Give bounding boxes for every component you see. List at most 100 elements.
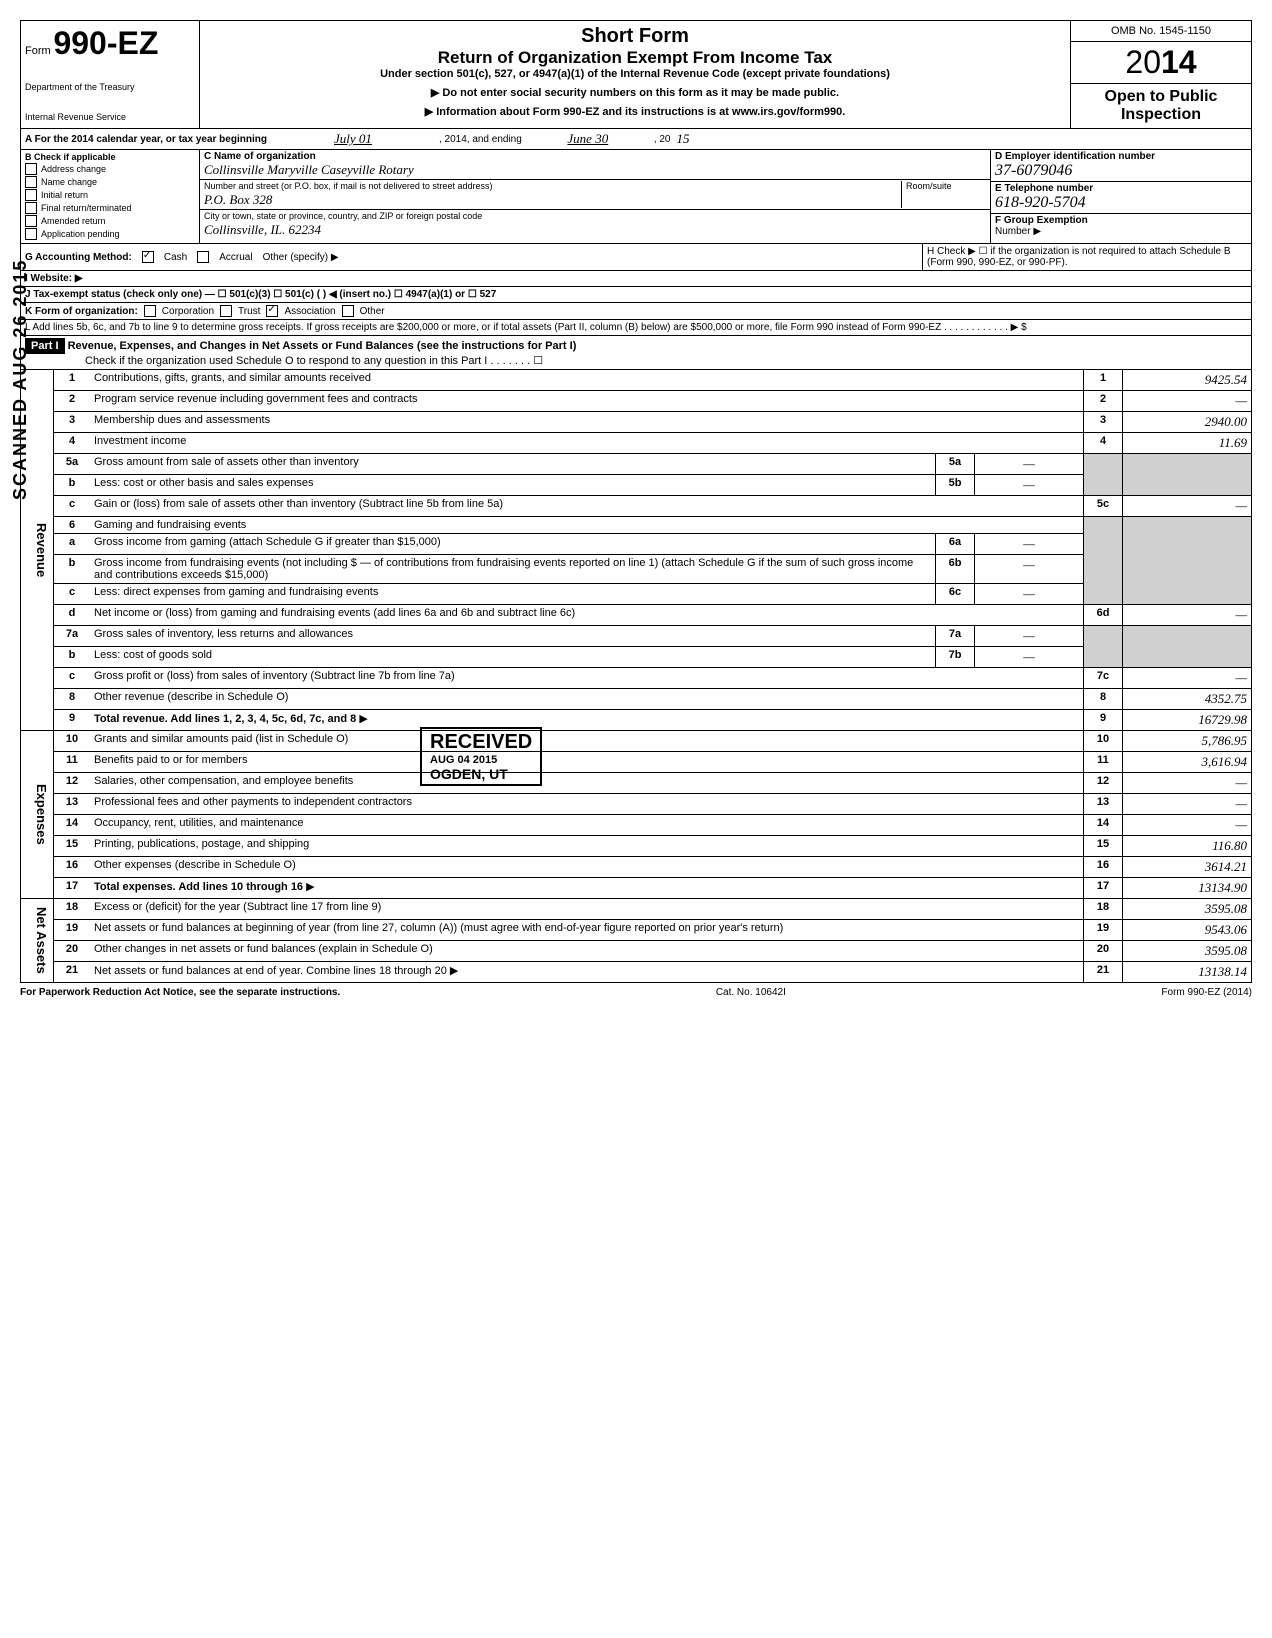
check-accrual[interactable] — [197, 251, 209, 263]
line-6d-val[interactable]: — — [1123, 605, 1252, 626]
line-16-val[interactable]: 3614.21 — [1123, 857, 1252, 878]
line-15-val[interactable]: 116.80 — [1123, 836, 1252, 857]
line-6c-val[interactable]: — — [975, 584, 1084, 605]
header: Form 990-EZ Department of the Treasury I… — [20, 20, 1252, 129]
g-h-row: G Accounting Method: Cash Accrual Other … — [20, 244, 1252, 271]
table-row: 19Net assets or fund balances at beginni… — [21, 920, 1252, 941]
line-5c-val[interactable]: — — [1123, 496, 1252, 517]
table-row: cLess: direct expenses from gaming and f… — [21, 584, 1252, 605]
check-other-org[interactable] — [342, 305, 354, 317]
h-schedule-b: H Check ▶ ☐ if the organization is not r… — [922, 244, 1251, 270]
line-5a-val[interactable]: — — [975, 454, 1084, 475]
table-row: Revenue 1Contributions, gifts, grants, a… — [21, 370, 1252, 391]
right-header-box: OMB No. 1545-1150 2014 Open to Public In… — [1070, 21, 1251, 128]
org-info-block: B Check if applicable Address change Nam… — [20, 150, 1252, 244]
phone-value[interactable]: 618-920-5704 — [995, 194, 1086, 211]
title-box: Short Form Return of Organization Exempt… — [200, 21, 1070, 128]
row-a-label: A For the 2014 calendar year, or tax yea… — [25, 134, 267, 145]
tax-year-end[interactable]: June 30 — [528, 131, 648, 147]
line-7b-val[interactable]: — — [975, 647, 1084, 668]
addr-label: Number and street (or P.O. box, if mail … — [204, 181, 492, 191]
check-cash[interactable] — [142, 251, 154, 263]
line-11-val[interactable]: 3,616.94 — [1123, 752, 1252, 773]
check-name-change[interactable]: Name change — [25, 176, 195, 188]
line-19-val[interactable]: 9543.06 — [1123, 920, 1252, 941]
table-row: 20Other changes in net assets or fund ba… — [21, 941, 1252, 962]
org-city[interactable]: Collinsville, IL. 62234 — [204, 222, 321, 237]
org-name[interactable]: Collinsville Maryville Caseyville Rotary — [204, 162, 414, 177]
line-17-val[interactable]: 13134.90 — [1123, 878, 1252, 899]
form-prefix: Form — [25, 45, 51, 57]
table-row: cGain or (loss) from sale of assets othe… — [21, 496, 1252, 517]
check-corporation[interactable] — [144, 305, 156, 317]
line-7c-val[interactable]: — — [1123, 668, 1252, 689]
line-13-val[interactable]: — — [1123, 794, 1252, 815]
line-20-val[interactable]: 3595.08 — [1123, 941, 1252, 962]
row-a-suffix: , 20 — [654, 134, 671, 145]
check-amended-return[interactable]: Amended return — [25, 215, 195, 227]
tax-year-begin[interactable]: July 01 — [273, 131, 433, 147]
addr-row: Number and street (or P.O. box, if mail … — [200, 180, 990, 210]
table-row: 9Total revenue. Add lines 1, 2, 3, 4, 5c… — [21, 710, 1252, 731]
omb-number: OMB No. 1545-1150 — [1071, 21, 1251, 42]
line-6a-val[interactable]: — — [975, 534, 1084, 555]
table-row: Expenses 10 Grants and similar amounts p… — [21, 731, 1252, 752]
tax-year-end-yr[interactable]: 15 — [677, 131, 690, 147]
table-row: Net Assets 18Excess or (deficit) for the… — [21, 899, 1252, 920]
check-trust[interactable] — [220, 305, 232, 317]
footer-right: Form 990-EZ (2014) — [1161, 987, 1252, 998]
line-14-val[interactable]: — — [1123, 815, 1252, 836]
table-row: 5aGross amount from sale of assets other… — [21, 454, 1252, 475]
line-10-val[interactable]: 5,786.95 — [1123, 731, 1252, 752]
line-18-val[interactable]: 3595.08 — [1123, 899, 1252, 920]
check-association[interactable] — [266, 305, 278, 317]
room-label: Room/suite — [901, 181, 986, 208]
line-1-val[interactable]: 9425.54 — [1123, 370, 1252, 391]
check-address-change[interactable]: Address change — [25, 163, 195, 175]
title-under: Under section 501(c), 527, or 4947(a)(1)… — [208, 68, 1062, 80]
line-9-val[interactable]: 16729.98 — [1123, 710, 1252, 731]
form-number-box: Form 990-EZ Department of the Treasury I… — [21, 21, 200, 128]
table-row: 4Investment income411.69 — [21, 433, 1252, 454]
dept-treasury: Department of the Treasury — [25, 82, 195, 92]
table-row: 11Benefits paid to or for members113,616… — [21, 752, 1252, 773]
line-6b-val[interactable]: — — [975, 555, 1084, 584]
tax-year: 2014 — [1071, 42, 1251, 84]
line-2-val[interactable]: — — [1123, 391, 1252, 412]
table-row: 7aGross sales of inventory, less returns… — [21, 626, 1252, 647]
form-page: SCANNED AUG 26 2015 Form 990-EZ Departme… — [20, 20, 1252, 1002]
line-5b-val[interactable]: — — [975, 475, 1084, 496]
line-4-val[interactable]: 11.69 — [1123, 433, 1252, 454]
form-number: 990-EZ — [53, 25, 158, 61]
check-initial-return[interactable]: Initial return — [25, 189, 195, 201]
ein-value[interactable]: 37-6079046 — [995, 162, 1072, 179]
table-row: 6Gaming and fundraising events — [21, 517, 1252, 534]
irs: Internal Revenue Service — [25, 112, 195, 122]
line-7a-val[interactable]: — — [975, 626, 1084, 647]
line-21-val[interactable]: 13138.14 — [1123, 962, 1252, 983]
row-a-mid: , 2014, and ending — [439, 134, 522, 145]
line-8-val[interactable]: 4352.75 — [1123, 689, 1252, 710]
c-label: C Name of organization Collinsville Mary… — [200, 150, 990, 180]
line-12-val[interactable]: — — [1123, 773, 1252, 794]
table-row: 12Salaries, other compensation, and empl… — [21, 773, 1252, 794]
table-row: 21Net assets or fund balances at end of … — [21, 962, 1252, 983]
table-row: 15Printing, publications, postage, and s… — [21, 836, 1252, 857]
section-c: C Name of organization Collinsville Mary… — [200, 150, 990, 243]
expenses-side: Expenses — [21, 731, 54, 899]
netassets-side: Net Assets — [21, 899, 54, 983]
lines-table: Revenue 1Contributions, gifts, grants, a… — [20, 370, 1252, 983]
table-row: aGross income from gaming (attach Schedu… — [21, 534, 1252, 555]
city-label: City or town, state or province, country… — [204, 211, 482, 221]
line-3-val[interactable]: 2940.00 — [1123, 412, 1252, 433]
table-row: bLess: cost of goods sold7b— — [21, 647, 1252, 668]
check-final-return[interactable]: Final return/terminated — [25, 202, 195, 214]
check-application-pending[interactable]: Application pending — [25, 228, 195, 240]
footer-left: For Paperwork Reduction Act Notice, see … — [20, 987, 340, 998]
table-row: 14Occupancy, rent, utilities, and mainte… — [21, 815, 1252, 836]
part-i-header: Part I Revenue, Expenses, and Changes in… — [20, 336, 1252, 370]
org-address[interactable]: P.O. Box 328 — [204, 192, 272, 207]
l-gross-receipts: L Add lines 5b, 6c, and 7b to line 9 to … — [20, 320, 1252, 336]
d-ein: D Employer identification number 37-6079… — [991, 150, 1251, 182]
table-row: 3Membership dues and assessments32940.00 — [21, 412, 1252, 433]
